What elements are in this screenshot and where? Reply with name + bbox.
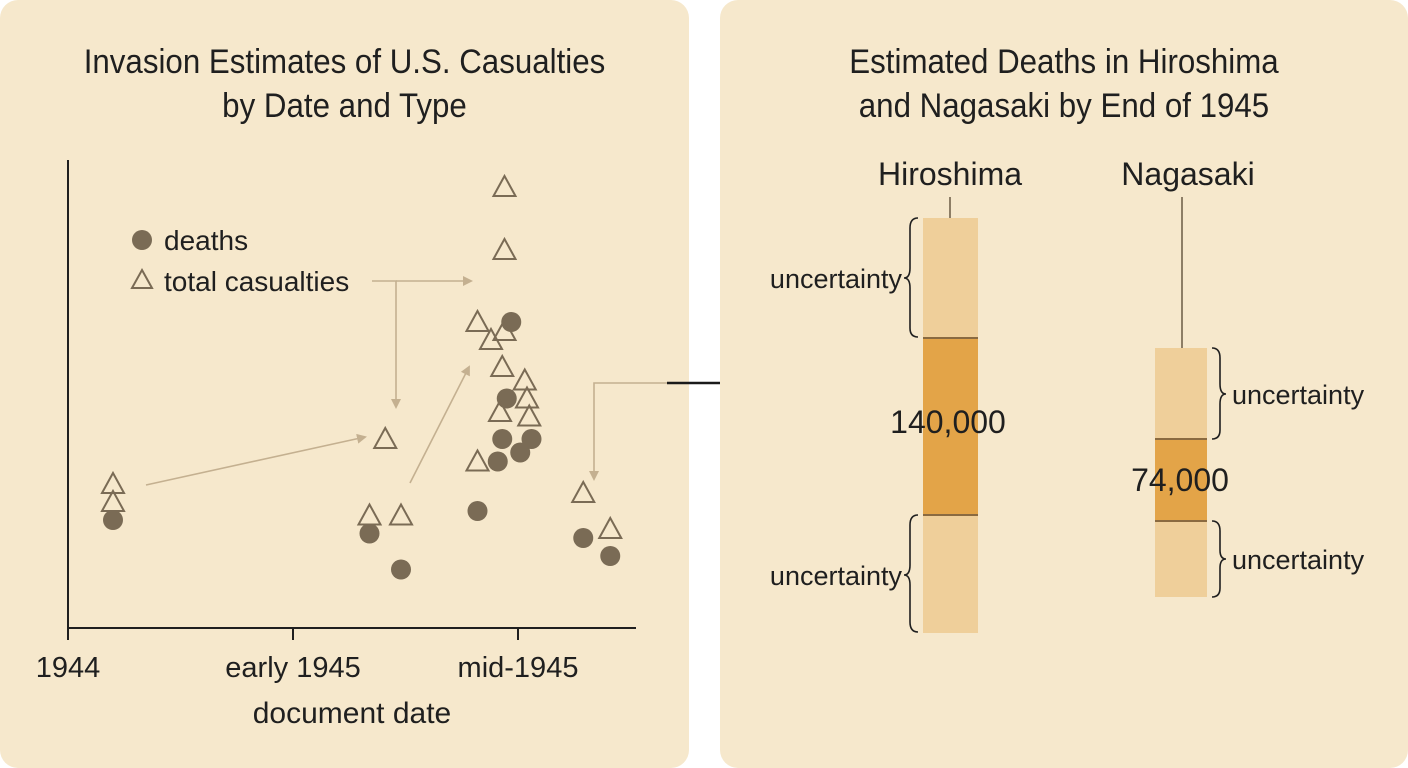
hiroshima-lower-uncertainty-band xyxy=(923,515,978,633)
casualty-estimates-panel: Invasion Estimates of U.S. Casualties by… xyxy=(0,0,689,768)
x-tick-label: mid-1945 xyxy=(458,652,579,684)
total-casualties-point xyxy=(516,403,542,427)
left-chart-title-line-2: by Date and Type xyxy=(222,87,467,125)
right-chart-title-line-2: and Nagasaki by End of 1945 xyxy=(858,87,1270,125)
legend-casualties-label: total casualties xyxy=(164,266,349,297)
total-casualties-point xyxy=(372,425,398,449)
total-casualties-point xyxy=(489,353,515,377)
total-casualties-point xyxy=(597,515,623,539)
legend-casualties-icon xyxy=(130,267,154,289)
nagasaki-upper-uncertainty-band xyxy=(1155,348,1207,439)
deaths-point xyxy=(501,312,522,332)
death-estimate-bars: Hiroshima 140,000 uncertainty uncertaint… xyxy=(770,156,1365,633)
right-chart-title: Estimated Deaths in Hiroshima and Nagasa… xyxy=(748,40,1381,128)
deaths-point xyxy=(521,429,542,449)
left-chart-title-line-1: Invasion Estimates of U.S. Casualties xyxy=(83,43,606,81)
deaths-point xyxy=(359,523,380,544)
x-tick-label: 1944 xyxy=(36,652,101,684)
deaths-point xyxy=(510,442,531,463)
scatter-plot: 1944 early 1945 mid-1945 document date dea… xyxy=(36,160,668,730)
total-casualties-point xyxy=(487,398,513,422)
nagasaki-label: Nagasaki xyxy=(1121,156,1254,192)
legend-deaths-label: deaths xyxy=(164,225,248,256)
deaths-point xyxy=(391,559,411,580)
total-casualties-point xyxy=(356,502,383,526)
deaths-point xyxy=(492,429,513,449)
deaths-point xyxy=(487,451,508,472)
nagasaki-estimate-band xyxy=(1155,439,1207,521)
x-axis-title: document date xyxy=(253,697,451,730)
hiroshima-label: Hiroshima xyxy=(878,156,1022,192)
total-casualties-point xyxy=(464,448,491,472)
legend: deaths total casualties xyxy=(130,225,349,297)
hiroshima-upper-uncertainty-band xyxy=(923,218,978,338)
hiroshima-upper-brace xyxy=(903,217,919,338)
hiroshima-value: 140,000 xyxy=(890,404,1006,440)
x-axis-ticks: 1944 early 1945 mid-1945 xyxy=(36,628,579,684)
total-casualties-point xyxy=(491,317,518,341)
nagasaki-lower-brace xyxy=(1211,520,1227,598)
total-casualties-point xyxy=(491,236,518,260)
deaths-point xyxy=(573,528,594,548)
total-casualties-point xyxy=(491,173,518,197)
total-casualties-point xyxy=(512,367,538,391)
left-chart-title: Invasion Estimates of U.S. Casualties by… xyxy=(28,40,662,128)
nagasaki-upper-uncertainty-label: uncertainty xyxy=(1232,380,1365,410)
hiroshima-lower-uncertainty-label: uncertainty xyxy=(770,561,903,591)
total-casualties-point xyxy=(100,488,126,512)
total-casualties-point xyxy=(388,502,414,526)
nagasaki-lower-uncertainty-label: uncertainty xyxy=(1232,545,1365,575)
nagasaki-upper-brace xyxy=(1211,347,1227,440)
right-chart-title-line-1: Estimated Deaths in Hiroshima xyxy=(849,43,1279,81)
total-casualties-point xyxy=(570,479,596,503)
hiroshima-upper-uncertainty-label: uncertainty xyxy=(770,264,903,294)
atomic-bomb-deaths-panel: Estimated Deaths in Hiroshima and Nagasa… xyxy=(720,0,1408,768)
total-casualties-point xyxy=(514,385,540,409)
hiroshima-estimate-band xyxy=(923,338,978,515)
deaths-point xyxy=(467,501,488,521)
nagasaki-value: 74,000 xyxy=(1131,462,1229,498)
legend-deaths-icon xyxy=(132,230,152,250)
total-casualties-point xyxy=(464,308,491,332)
deaths-point xyxy=(103,510,123,530)
nagasaki-lower-uncertainty-band xyxy=(1155,521,1207,597)
x-tick-label: early 1945 xyxy=(225,652,360,684)
hiroshima-lower-brace xyxy=(903,514,919,633)
deaths-point xyxy=(600,546,621,566)
legend-pointer-arrows xyxy=(145,276,668,486)
scatter-points xyxy=(100,173,623,580)
deaths-point xyxy=(496,388,517,409)
